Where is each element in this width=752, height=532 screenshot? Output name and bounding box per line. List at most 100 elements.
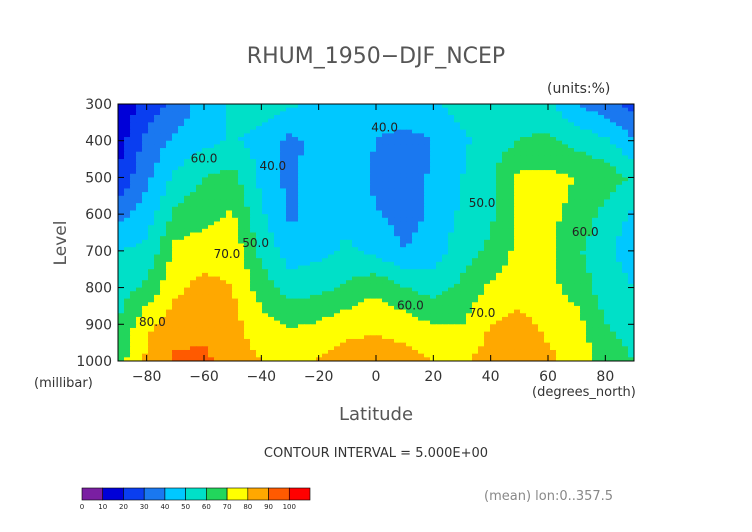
field-cell	[130, 225, 137, 230]
field-cell	[574, 291, 581, 296]
field-cell	[130, 195, 137, 201]
field-cell	[268, 250, 275, 256]
field-cell	[394, 104, 401, 109]
field-cell	[418, 309, 425, 314]
field-cell	[574, 133, 581, 138]
field-cell	[184, 247, 191, 252]
field-cell	[154, 162, 161, 168]
field-cell	[520, 294, 527, 300]
field-cell	[334, 173, 341, 179]
field-cell	[622, 217, 629, 223]
field-cell	[358, 276, 365, 281]
field-cell	[208, 203, 215, 208]
field-cell	[286, 236, 293, 241]
field-cell	[232, 214, 239, 219]
field-cell	[160, 236, 167, 241]
field-cell	[484, 107, 491, 112]
field-cell	[226, 170, 233, 175]
field-cell	[592, 177, 599, 182]
field-cell	[244, 199, 251, 204]
field-cell	[472, 199, 479, 204]
field-cell	[298, 162, 305, 168]
field-cell	[472, 181, 479, 186]
field-cell	[226, 298, 233, 303]
field-cell	[262, 280, 269, 285]
field-cell	[424, 280, 431, 285]
field-cell	[334, 122, 341, 127]
field-cell	[322, 148, 329, 153]
field-cell	[430, 162, 437, 168]
field-cell	[178, 148, 185, 153]
field-cell	[454, 155, 461, 160]
field-cell	[580, 247, 587, 252]
field-cell	[610, 239, 617, 245]
field-cell	[586, 261, 593, 267]
field-cell	[250, 269, 257, 274]
field-cell	[478, 236, 485, 241]
field-cell	[526, 166, 533, 171]
field-cell	[502, 258, 509, 263]
field-cell	[364, 214, 371, 219]
field-cell	[478, 155, 485, 160]
field-cell	[250, 133, 257, 138]
field-cell	[382, 192, 389, 197]
field-cell	[424, 239, 431, 245]
field-cell	[550, 294, 557, 300]
field-cell	[418, 269, 425, 274]
field-cell	[148, 107, 155, 112]
field-cell	[244, 276, 251, 281]
field-cell	[616, 225, 623, 230]
field-cell	[130, 111, 137, 116]
field-cell	[526, 144, 533, 149]
field-cell	[316, 239, 323, 245]
field-cell	[316, 298, 323, 303]
field-cell	[172, 221, 179, 226]
field-cell	[376, 155, 383, 160]
field-cell	[268, 239, 275, 245]
field-cell	[172, 265, 179, 270]
field-cell	[382, 137, 389, 142]
field-cell	[328, 104, 335, 109]
field-cell	[352, 144, 359, 149]
field-cell	[124, 140, 131, 145]
field-cell	[520, 254, 527, 259]
field-cell	[502, 177, 509, 182]
field-cell	[178, 221, 185, 226]
field-cell	[130, 236, 137, 241]
field-cell	[298, 111, 305, 116]
field-cell	[532, 221, 539, 226]
field-cell	[574, 287, 581, 292]
field-cell	[262, 192, 269, 197]
field-cell	[538, 151, 545, 156]
field-cell	[490, 258, 497, 263]
field-cell	[376, 247, 383, 252]
field-cell	[412, 203, 419, 208]
field-cell	[562, 254, 569, 259]
field-cell	[412, 188, 419, 193]
field-cell	[388, 107, 395, 112]
field-cell	[286, 287, 293, 292]
field-cell	[418, 280, 425, 285]
field-cell	[184, 173, 191, 179]
field-cell	[118, 236, 125, 241]
field-cell	[118, 283, 125, 289]
field-cell	[538, 122, 545, 127]
field-cell	[592, 276, 599, 281]
field-cell	[274, 269, 281, 274]
field-cell	[502, 294, 509, 300]
field-cell	[124, 287, 131, 292]
field-cell	[250, 192, 257, 197]
field-cell	[376, 239, 383, 245]
field-cell	[358, 126, 365, 131]
field-cell	[400, 280, 407, 285]
field-cell	[202, 221, 209, 226]
field-cell	[184, 188, 191, 193]
field-cell	[472, 210, 479, 215]
field-cell	[346, 195, 353, 201]
field-cell	[526, 254, 533, 259]
field-cell	[190, 217, 197, 223]
field-cell	[406, 203, 413, 208]
field-cell	[544, 302, 551, 307]
field-cell	[418, 199, 425, 204]
field-cell	[286, 250, 293, 256]
